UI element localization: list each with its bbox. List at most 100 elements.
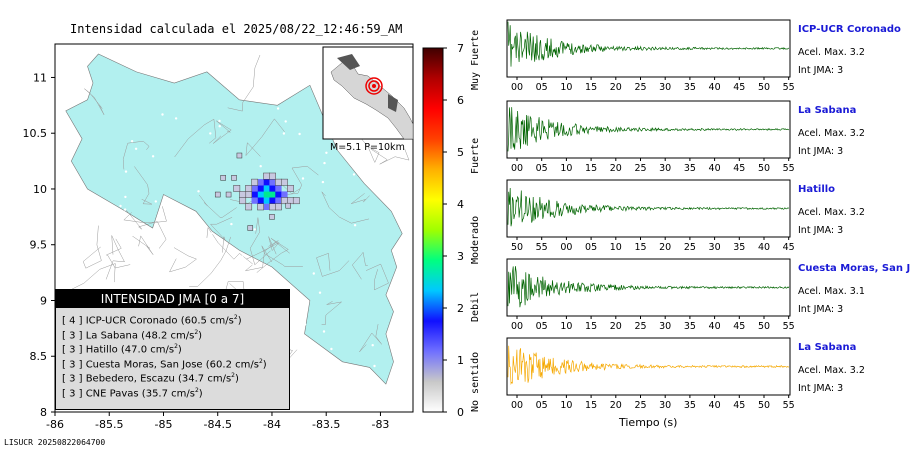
waveform-tick-label: 45 bbox=[733, 82, 745, 93]
station-name: ICP-UCR Coronado bbox=[798, 24, 901, 35]
waveform-frame bbox=[506, 337, 791, 396]
intensity-cell bbox=[275, 185, 282, 192]
town-point bbox=[371, 344, 374, 347]
legend-item: [ 4 ] ICP-UCR Coronado (60.5 cm/s2) bbox=[62, 314, 242, 326]
town-point bbox=[352, 173, 356, 176]
road-line bbox=[213, 120, 232, 144]
town-point bbox=[197, 258, 201, 261]
intensity-legend: INTENSIDAD JMA [0 a 7] [ 4 ] ICP-UCR Cor… bbox=[55, 289, 290, 410]
waveform-tick-label: 50 bbox=[758, 82, 770, 93]
waveform-tick-label: 50 bbox=[511, 242, 523, 253]
waveform-tick-label: 05 bbox=[585, 242, 597, 253]
road-line bbox=[249, 217, 271, 266]
waveform-trace bbox=[507, 187, 790, 227]
town-point bbox=[124, 195, 127, 199]
town-point bbox=[284, 120, 287, 123]
intensity-cell bbox=[245, 191, 253, 198]
town-point bbox=[301, 177, 305, 180]
legend-item-text: [ 3 ] La Sabana (48.2 cm/s bbox=[62, 329, 195, 341]
map-x-tick-label: -85 bbox=[155, 418, 173, 431]
road-line bbox=[245, 118, 285, 157]
waveform-tick-label: 20 bbox=[610, 321, 622, 332]
location-inset bbox=[322, 46, 414, 140]
station-name: Hatillo bbox=[798, 184, 836, 195]
intensity-cell bbox=[257, 185, 264, 192]
legend-header: INTENSIDAD JMA [0 a 7] bbox=[56, 290, 289, 308]
waveform-tick-label: 25 bbox=[684, 242, 696, 253]
town-point bbox=[131, 283, 134, 286]
legend-item-close: ) bbox=[198, 387, 203, 399]
intensity-cell bbox=[263, 197, 270, 204]
intensity-cell bbox=[251, 178, 259, 186]
intensity-cell bbox=[220, 175, 226, 181]
intensity-cell bbox=[263, 191, 270, 198]
waveform-tick-label: 55 bbox=[783, 82, 795, 93]
intensity-cell bbox=[257, 203, 264, 211]
waveform-tick-label: 45 bbox=[733, 163, 745, 174]
town-point bbox=[161, 113, 164, 116]
road-line bbox=[105, 238, 131, 269]
intensity-cell bbox=[245, 203, 253, 211]
costa-rica-land bbox=[65, 53, 403, 385]
town-point bbox=[218, 125, 221, 128]
intensity-cell bbox=[275, 178, 282, 186]
waveform-tick-label: 20 bbox=[610, 400, 622, 411]
waveform-tick-label: 30 bbox=[659, 163, 671, 174]
waveform-tick-label: 00 bbox=[560, 242, 572, 253]
intensity-cell bbox=[247, 225, 254, 231]
legend-item-text: [ 3 ] CNE Pavas (35.7 cm/s bbox=[62, 387, 195, 399]
waveform-tick-label: 15 bbox=[634, 242, 646, 253]
colorbar-tick-label: 1 bbox=[457, 354, 464, 367]
waveform-tick-label: 05 bbox=[536, 163, 548, 174]
waveform-tick-label: 40 bbox=[709, 400, 721, 411]
town-point bbox=[253, 228, 256, 231]
town-point bbox=[322, 330, 326, 333]
town-point bbox=[119, 204, 122, 208]
station-intensity: Int JMA: 3 bbox=[798, 65, 844, 76]
intensity-cell bbox=[281, 191, 288, 198]
waveform-panel: 00 05 10 15 20 25 30 35 40 45 50 55 bbox=[506, 100, 795, 174]
intensity-cell bbox=[275, 203, 282, 211]
station-name: Cuesta Moras, San Jose bbox=[798, 263, 910, 274]
intensity-cell bbox=[245, 185, 253, 192]
station-intensity: Int JMA: 3 bbox=[798, 146, 844, 157]
town-point bbox=[134, 147, 138, 150]
waveform-tick-label: 40 bbox=[758, 242, 770, 253]
epicenter-ring-icon bbox=[365, 77, 383, 95]
station-name: La Sabana bbox=[798, 342, 857, 353]
waveform-tick-label: 35 bbox=[684, 163, 696, 174]
colorbar-tick-label: 6 bbox=[457, 94, 464, 107]
intensity-cell bbox=[251, 191, 258, 198]
waveform-panel: 00 05 10 15 20 25 30 35 40 45 50 55 bbox=[506, 258, 795, 332]
waveform-tick-label: 55 bbox=[783, 163, 795, 174]
waveform-tick-label: 35 bbox=[684, 321, 696, 332]
waveform-tick-label: 55 bbox=[783, 400, 795, 411]
road-line bbox=[132, 235, 154, 255]
map-x-tick-label: -83.5 bbox=[312, 418, 340, 431]
waveform-tick-label: 35 bbox=[684, 400, 696, 411]
map-x-tick-label: -83 bbox=[371, 418, 389, 431]
intensity-cell bbox=[269, 197, 276, 204]
waveform-tick-label: 00 bbox=[511, 321, 523, 332]
legend-item-text: [ 3 ] Cuesta Moras, San Jose (60.2 cm/s bbox=[62, 358, 259, 370]
intensity-cell bbox=[269, 179, 276, 186]
map-x-tick-label: -84.5 bbox=[203, 418, 231, 431]
waveform-tick-label: 10 bbox=[560, 321, 572, 332]
road-line bbox=[122, 140, 150, 170]
waveform-tick-label: 15 bbox=[585, 163, 597, 174]
road-line bbox=[321, 301, 343, 326]
station-peak-accel: Acel. Max. 3.1 bbox=[798, 286, 865, 297]
colorbar-tick-label: 0 bbox=[457, 406, 464, 419]
waveform-tick-label: 00 bbox=[511, 82, 523, 93]
event-magnitude-label: M=5.1 P=10km bbox=[330, 142, 405, 153]
intensity-cell bbox=[275, 191, 282, 198]
intensity-cell bbox=[263, 203, 270, 210]
town-point bbox=[130, 140, 134, 143]
legend-item-close: ) bbox=[177, 344, 182, 356]
waveform-trace bbox=[507, 107, 790, 152]
town-point bbox=[259, 165, 262, 168]
legend-item-close: ) bbox=[262, 358, 267, 370]
legend-item: [ 3 ] CNE Pavas (35.7 cm/s2) bbox=[62, 387, 203, 399]
road-line bbox=[174, 118, 217, 158]
waveform-tick-label: 45 bbox=[733, 321, 745, 332]
